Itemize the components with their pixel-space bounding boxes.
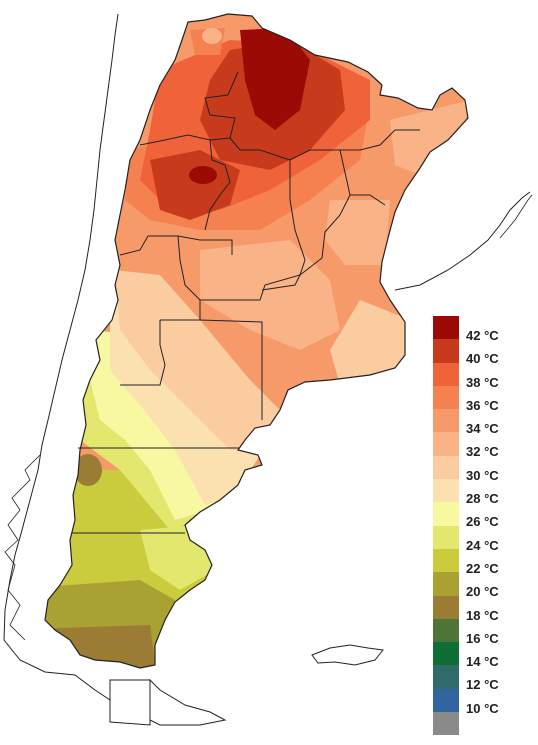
legend-item: 14 °C — [433, 642, 533, 669]
legend-label: 36 °C — [466, 397, 499, 413]
legend-item — [433, 712, 533, 736]
legend-swatch — [433, 362, 459, 386]
legend-item: 22 °C — [433, 548, 533, 575]
legend-label: 30 °C — [466, 467, 499, 483]
legend-swatch — [433, 712, 459, 736]
legend-label: 32 °C — [466, 444, 499, 460]
legend-label: 22 °C — [466, 560, 499, 576]
legend-label: 18 °C — [466, 607, 499, 623]
legend-swatch — [433, 502, 459, 526]
legend-item: 36 °C — [433, 385, 533, 412]
legend-swatch — [433, 479, 459, 503]
legend-label: 42 °C — [466, 328, 499, 343]
legend-item: 24 °C — [433, 525, 533, 552]
legend-label: 26 °C — [466, 514, 499, 530]
legend-swatch — [433, 455, 459, 480]
legend-item: 38 °C — [433, 362, 533, 389]
legend-label: 16 °C — [466, 630, 499, 646]
legend-item: 28 °C — [433, 479, 533, 506]
legend-swatch — [433, 432, 459, 456]
legend-label: 12 °C — [466, 677, 499, 693]
legend-item: 10 °C — [433, 688, 533, 715]
legend-label: 10 °C — [466, 700, 499, 716]
temperature-legend: 42 °C 40 °C 38 °C 36 °C 34 °C 32 °C 30 °C 28 °C… — [433, 316, 533, 736]
legend-label: 38 °C — [466, 374, 499, 390]
legend-item: 30 °C — [433, 455, 533, 482]
legend-label: 24 °C — [466, 537, 499, 553]
legend-swatch — [433, 525, 459, 549]
legend-item: 34 °C — [433, 409, 533, 436]
legend-item: 26 °C — [433, 502, 533, 529]
legend-item: 32 °C — [433, 432, 533, 459]
legend-swatch — [433, 548, 459, 573]
legend-swatch — [433, 642, 459, 666]
legend-label: 20 °C — [466, 584, 499, 600]
legend-label: 34 °C — [466, 421, 499, 437]
legend-item: 40 °C — [433, 339, 533, 366]
legend-swatch — [433, 665, 459, 689]
legend-swatch — [433, 385, 459, 410]
legend-swatch — [433, 618, 459, 643]
legend-label: 40 °C — [466, 351, 499, 367]
legend-swatch — [433, 409, 459, 433]
legend-item: 16 °C — [433, 618, 533, 645]
legend-item: 18 °C — [433, 595, 533, 622]
legend-swatch — [433, 339, 459, 363]
legend-label: 28 °C — [466, 491, 499, 507]
legend-swatch — [433, 572, 459, 596]
legend-label: 14 °C — [466, 654, 499, 670]
legend-swatch — [433, 688, 459, 713]
legend-swatch — [433, 316, 459, 340]
legend-swatch — [433, 595, 459, 619]
legend-item: 42 °C — [433, 316, 533, 343]
legend-item: 20 °C — [433, 572, 533, 599]
legend-item: 12 °C — [433, 665, 533, 692]
